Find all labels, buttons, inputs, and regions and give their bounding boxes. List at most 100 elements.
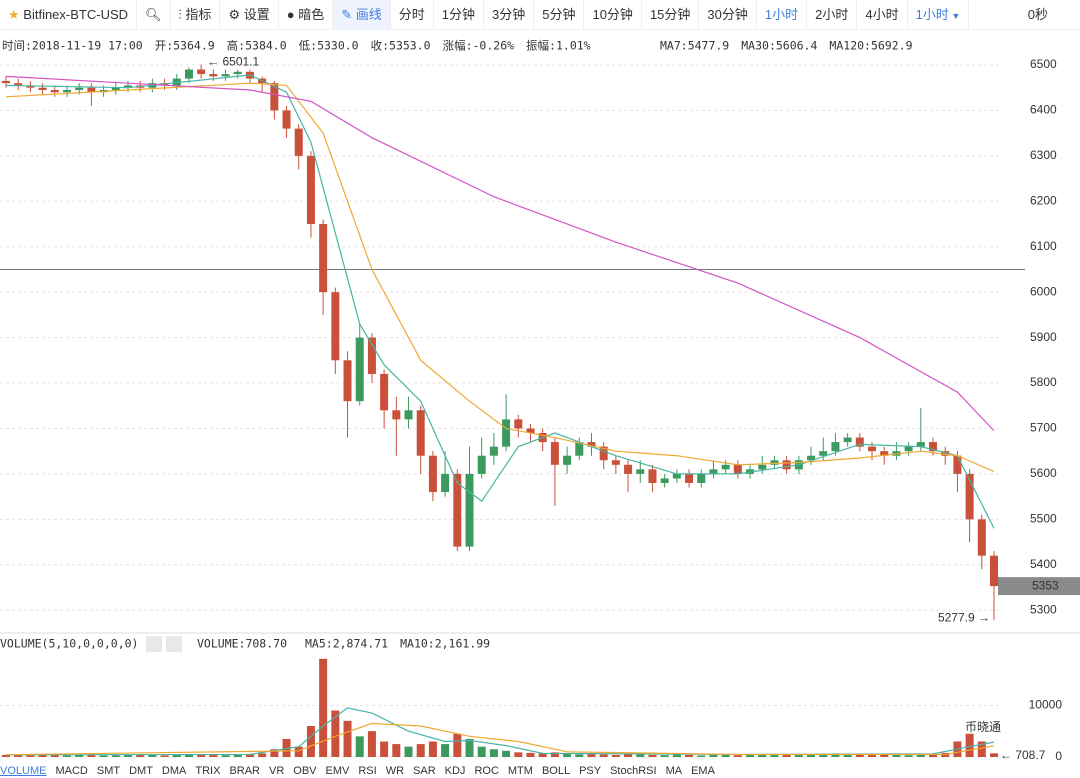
volume-ma-line bbox=[5, 722, 995, 756]
candle-body bbox=[550, 442, 559, 465]
toolbar-button[interactable]: ⫶ 指标 bbox=[171, 0, 221, 30]
info-text: 高:5384.0 bbox=[227, 39, 287, 53]
candle-body bbox=[563, 455, 572, 465]
candle-body bbox=[807, 455, 816, 461]
candle-body bbox=[624, 464, 633, 474]
indicator-tab[interactable]: WR bbox=[385, 765, 405, 777]
volume-bar bbox=[685, 754, 694, 757]
volume-bar bbox=[929, 754, 938, 757]
volume-bar bbox=[502, 750, 511, 757]
info-text: 时间:2018-11-19 17:00 bbox=[2, 39, 143, 53]
star-icon: ★ bbox=[8, 6, 20, 22]
interval-button[interactable]: 30分钟 bbox=[699, 0, 757, 30]
volume-tick-label: 0 bbox=[1055, 749, 1062, 763]
candle-body bbox=[294, 128, 303, 156]
toolbar-button[interactable]: ● 暗色 bbox=[279, 0, 334, 30]
interval-dropdown[interactable]: 1小时 ▼ bbox=[908, 0, 970, 30]
volume-bar bbox=[404, 746, 413, 757]
interval-button[interactable]: 15分钟 bbox=[642, 0, 700, 30]
indicator-tabs: VOLUME MACD SMT DMT DMA TRIX BRAR VR OBV EMV RSI WR… bbox=[0, 764, 724, 777]
indicator-tab[interactable]: MACD bbox=[55, 765, 88, 777]
candle-body bbox=[782, 460, 791, 470]
candle-body bbox=[831, 442, 840, 452]
candle-body bbox=[953, 455, 962, 474]
interval-button[interactable]: 1分钟 bbox=[434, 0, 484, 30]
candle-body bbox=[599, 446, 608, 461]
volume-bar bbox=[258, 753, 267, 757]
indicator-tab[interactable]: BOLL bbox=[541, 765, 571, 777]
indicator-tab[interactable]: DMA bbox=[161, 765, 187, 777]
interval-button[interactable]: 3分钟 bbox=[484, 0, 535, 30]
low-annotation: 5277.9 → bbox=[938, 610, 990, 624]
volume-bar bbox=[209, 754, 218, 757]
toolbar-button[interactable]: ✎ 画线 bbox=[333, 0, 391, 30]
indicator-tab[interactable]: SMT bbox=[96, 765, 121, 777]
volume-bar bbox=[380, 741, 389, 757]
indicator-tab[interactable]: MTM bbox=[507, 765, 533, 777]
info-text: 振幅:1.01% bbox=[526, 39, 591, 53]
interval-button[interactable]: 10分钟 bbox=[584, 0, 642, 30]
candle-body bbox=[441, 473, 450, 493]
symbol-text: Bitfinex-BTC-USD bbox=[23, 6, 129, 22]
volume-bar bbox=[160, 755, 169, 757]
settings-icon bbox=[146, 636, 162, 652]
volume-bar bbox=[294, 746, 303, 757]
interval-button[interactable]: 1小时 bbox=[757, 0, 808, 30]
interval-button[interactable]: 5分钟 bbox=[534, 0, 585, 30]
volume-bar bbox=[721, 754, 730, 757]
candle-body bbox=[343, 360, 352, 402]
candle-body bbox=[38, 87, 47, 90]
indicator-tab[interactable]: StochRSI bbox=[610, 765, 657, 777]
indicator-tab[interactable]: EMA bbox=[691, 765, 715, 777]
indicator-tab[interactable]: EMV bbox=[325, 765, 350, 777]
volume-bar bbox=[575, 754, 584, 757]
volume-bar bbox=[538, 753, 547, 757]
indicator-tab[interactable]: SAR bbox=[413, 765, 436, 777]
candle-body bbox=[733, 464, 742, 474]
symbol[interactable]: ★ Bitfinex-BTC-USD bbox=[0, 0, 138, 30]
candle-body bbox=[416, 410, 425, 456]
candle-body bbox=[87, 87, 96, 93]
ma-line bbox=[5, 82, 995, 473]
y-tick-label: 6400 bbox=[1030, 103, 1057, 117]
indicator-tab[interactable]: KDJ bbox=[444, 765, 466, 777]
candle-body bbox=[904, 446, 913, 452]
volume-bar bbox=[489, 749, 498, 757]
candle-body bbox=[721, 464, 730, 470]
volume-bar bbox=[733, 755, 742, 757]
candle-body bbox=[306, 155, 315, 225]
interval-button[interactable]: 2小时 bbox=[807, 0, 858, 30]
volume-bar bbox=[26, 755, 35, 757]
volume-bar bbox=[990, 753, 998, 757]
volume-bar bbox=[477, 746, 486, 757]
y-tick-label: 6500 bbox=[1030, 57, 1057, 71]
indicator-tab[interactable]: ROC bbox=[474, 765, 499, 777]
volume-bar bbox=[514, 752, 523, 757]
indicator-tab[interactable]: PSY bbox=[579, 765, 602, 777]
toolbar-button[interactable]: ⚙ 设置 bbox=[220, 0, 279, 30]
candle-body bbox=[611, 460, 620, 465]
indicator-tab[interactable]: VR bbox=[269, 765, 285, 777]
indicator-tab[interactable]: OBV bbox=[293, 765, 317, 777]
candle-body bbox=[465, 473, 474, 547]
volume-bar bbox=[136, 755, 145, 757]
indicator-tab[interactable]: DMT bbox=[129, 765, 153, 777]
legend-entry: MA120:5692.9 bbox=[829, 39, 912, 53]
last-price-box bbox=[998, 577, 1080, 596]
last-price-label: 5353 bbox=[1032, 578, 1059, 592]
candle-body bbox=[319, 224, 328, 293]
candle-body bbox=[575, 442, 584, 456]
indicator-tab[interactable]: MA bbox=[665, 765, 683, 777]
volume-last-label: ← 708.7 bbox=[1000, 748, 1046, 762]
indicator-tab[interactable]: RSI bbox=[358, 765, 377, 777]
interval-button[interactable]: 4小时 bbox=[857, 0, 908, 30]
indicator-tab[interactable]: VOLUME bbox=[0, 765, 47, 777]
search-button[interactable]: 🔍︎ bbox=[137, 0, 171, 30]
ma-line bbox=[5, 75, 995, 432]
volume-bar bbox=[709, 754, 718, 757]
interval-button[interactable]: 分时 bbox=[391, 0, 434, 30]
indicator-tab[interactable]: BRAR bbox=[229, 765, 260, 777]
indicator-tab[interactable]: TRIX bbox=[195, 765, 221, 777]
volume-bar bbox=[892, 754, 901, 757]
